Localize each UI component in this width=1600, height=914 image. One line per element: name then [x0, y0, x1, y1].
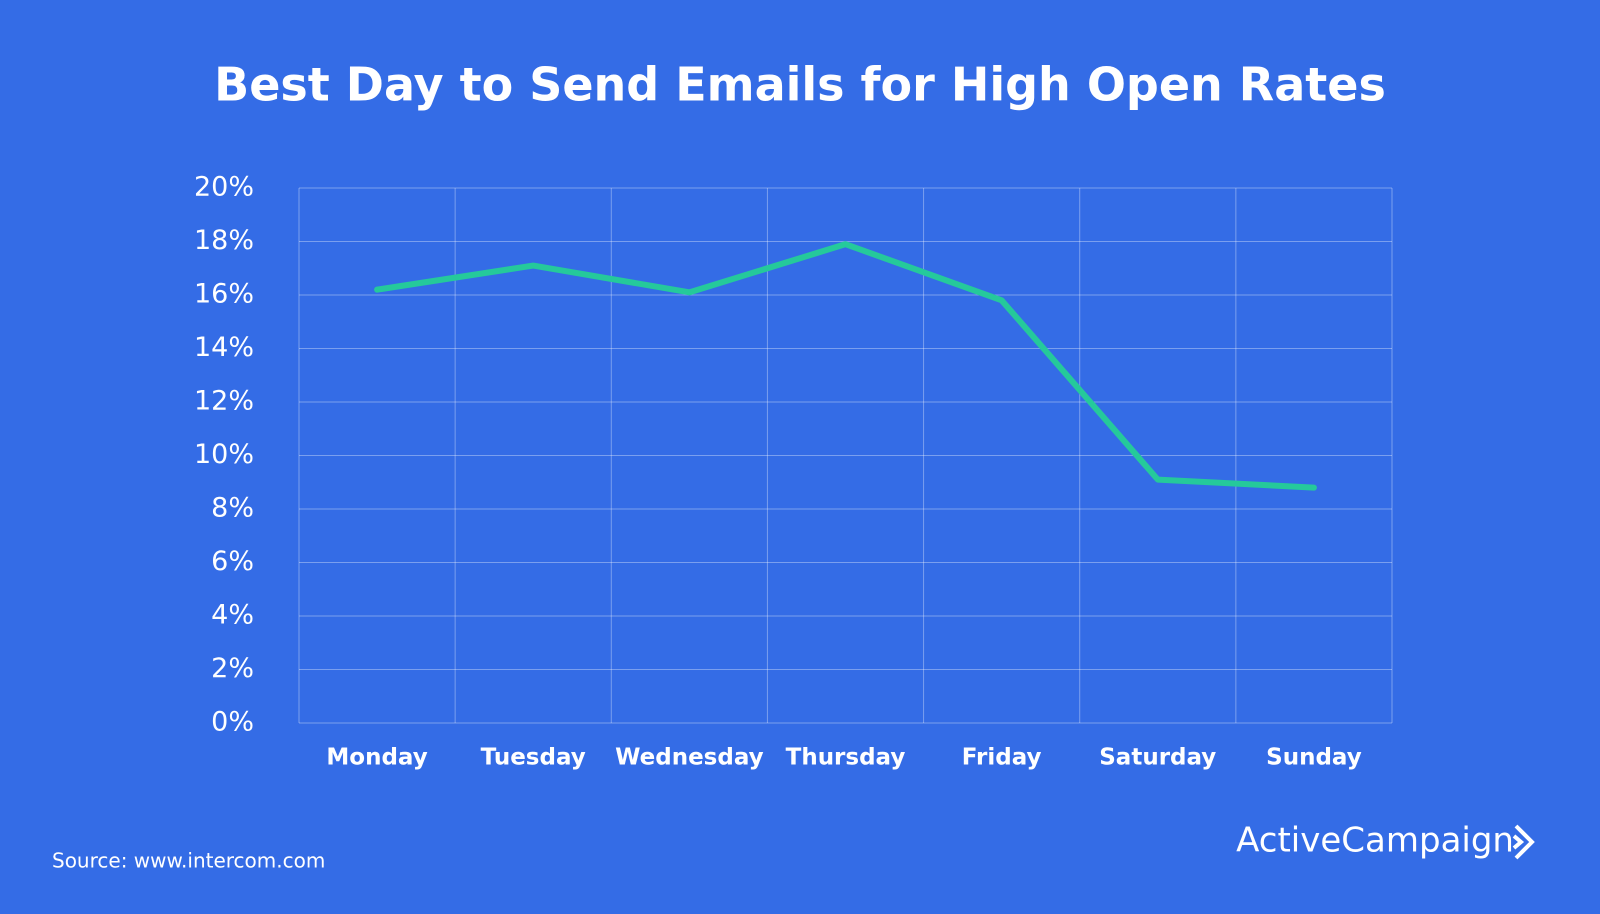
x-tick-label: Saturday: [1099, 745, 1216, 771]
x-tick-label: Wednesday: [615, 745, 764, 771]
x-tick-label: Sunday: [1266, 745, 1362, 771]
y-tick-label: 16%: [194, 279, 254, 310]
y-tick-label: 0%: [211, 707, 254, 738]
brand-chevron: [1512, 824, 1535, 860]
x-tick-label: Thursday: [786, 745, 906, 771]
y-tick-label: 12%: [194, 386, 254, 417]
y-tick-label: 6%: [211, 546, 254, 577]
y-tick-label: 2%: [211, 653, 254, 684]
y-tick-label: 8%: [211, 493, 254, 524]
y-tick-label: 20%: [194, 172, 254, 203]
y-tick-label: 18%: [194, 225, 254, 256]
brand-logo: ActiveCampaign: [1236, 821, 1514, 861]
x-tick-label: Friday: [962, 745, 1042, 771]
y-tick-label: 4%: [211, 600, 254, 631]
y-tick-label: 14%: [194, 332, 254, 363]
x-tick-label: Monday: [326, 745, 427, 771]
x-tick-label: Tuesday: [481, 745, 586, 771]
source-note: Source: www.intercom.com: [52, 849, 325, 873]
data-line: [374, 241, 1317, 491]
y-tick-label: 10%: [194, 439, 254, 470]
chart-title: Best Day to Send Emails for High Open Ra…: [214, 58, 1386, 112]
